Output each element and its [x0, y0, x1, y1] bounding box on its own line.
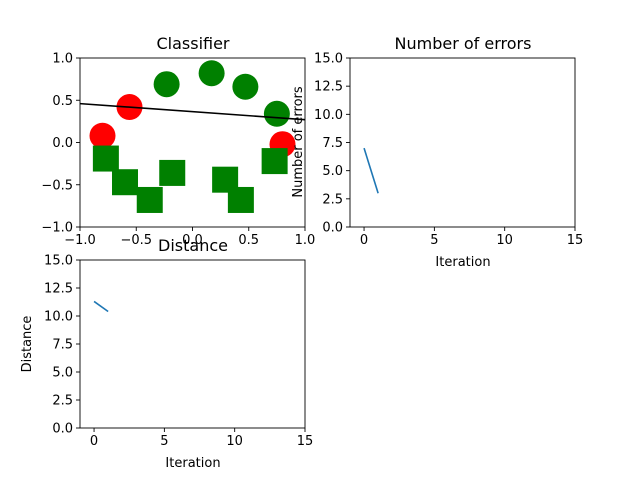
errors-y-tick-label: 12.5 — [314, 80, 343, 95]
errors-y-tick-label: 7.5 — [322, 136, 343, 151]
classifier-x-tick-label: 0.0 — [182, 233, 203, 248]
classifier-subplot: Classifier −1.0 −0.5 0.0 0.5 1.0 −1.0 −0.5 0.0 0… — [41, 34, 315, 248]
errors-series-line — [363, 147, 379, 194]
errors-y-axis-label: Number of errors — [291, 86, 306, 197]
errors-y-tick-label: 10.0 — [314, 108, 343, 123]
classifier-y-tick-label: −1.0 — [41, 221, 73, 236]
classifier-x-tick-label: 1.0 — [295, 233, 316, 248]
errors-y-tick-label: 0.0 — [322, 221, 343, 236]
distance-x-tick-label: 10 — [226, 434, 243, 449]
distance-subplot: Distance Iteration Distance 0 5 10 15 0.0 2.5… — [20, 236, 313, 471]
errors-subplot: Number of errors Iteration Number of err… — [291, 34, 583, 270]
classifier-circle-marker — [153, 71, 180, 98]
distance-y-tick-label: 5.0 — [52, 366, 73, 381]
errors-x-tick-label: 15 — [567, 233, 584, 248]
classifier-x-tick-label: −1.0 — [64, 233, 96, 248]
distance-y-tick-label: 15.0 — [44, 254, 73, 269]
distance-series-line — [93, 300, 109, 313]
distance-y-tick-label: 0.0 — [52, 422, 73, 437]
classifier-x-tick-label: −0.5 — [120, 233, 152, 248]
classifier-y-tick-label: 1.0 — [52, 52, 73, 67]
errors-x-tick-label: 0 — [360, 233, 368, 248]
errors-x-tick-label: 5 — [430, 233, 438, 248]
classifier-square-marker — [136, 186, 163, 213]
classifier-square-marker — [112, 169, 138, 196]
distance-x-tick-label: 5 — [160, 434, 168, 449]
classifier-square-marker — [159, 159, 186, 186]
classifier-plot-area — [80, 60, 305, 213]
errors-x-tick-label: 10 — [496, 233, 513, 248]
errors-y-tick-label: 2.5 — [322, 192, 343, 207]
errors-x-axis-label: Iteration — [435, 255, 490, 270]
classifier-circle-marker — [89, 122, 116, 149]
distance-y-tick-label: 7.5 — [52, 338, 73, 353]
classifier-square-marker — [227, 186, 254, 213]
errors-y-tick-label: 5.0 — [322, 164, 343, 179]
distance-title: Distance — [158, 236, 228, 255]
classifier-square-marker — [261, 148, 288, 175]
distance-y-tick-label: 10.0 — [44, 310, 73, 325]
distance-plot-area — [93, 300, 109, 313]
distance-y-axis-label: Distance — [20, 316, 35, 373]
classifier-y-tick-label: 0.0 — [52, 136, 73, 151]
classifier-square-marker — [92, 145, 119, 172]
distance-x-tick-label: 15 — [297, 434, 314, 449]
errors-y-tick-label: 15.0 — [314, 52, 343, 67]
classifier-y-tick-label: −0.5 — [41, 178, 73, 193]
errors-plot-area — [363, 147, 379, 194]
distance-y-tick-label: 12.5 — [44, 282, 73, 297]
classifier-circle-marker — [263, 100, 290, 127]
classifier-circle-marker — [232, 73, 259, 100]
distance-x-axis-label: Iteration — [165, 456, 220, 471]
classifier-x-tick-label: 0.5 — [238, 233, 259, 248]
classifier-circle-marker — [198, 60, 225, 87]
classifier-decision-line — [80, 102, 305, 121]
errors-title: Number of errors — [395, 34, 532, 53]
classifier-y-tick-label: 0.5 — [52, 94, 73, 109]
distance-x-tick-label: 0 — [90, 434, 98, 449]
distance-y-tick-label: 2.5 — [52, 394, 73, 409]
classifier-title: Classifier — [156, 34, 229, 53]
